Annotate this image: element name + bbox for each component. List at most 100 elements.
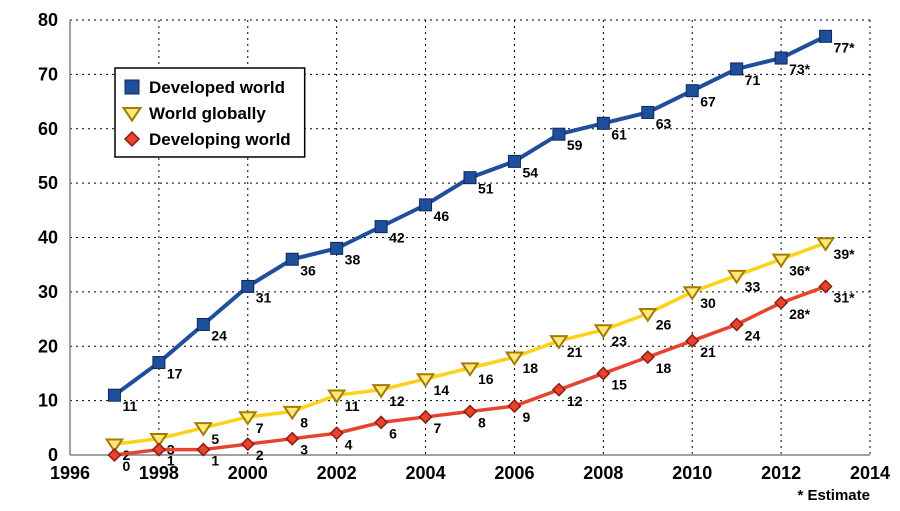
point-label-global: 23 xyxy=(611,333,627,349)
point-label-developing: 24 xyxy=(745,328,761,344)
chart-root: 0102030405060708019961998200020022004200… xyxy=(0,0,900,511)
point-label-developed: 42 xyxy=(389,230,405,246)
legend-label-global: World globally xyxy=(149,104,266,123)
point-label-global: 16 xyxy=(478,371,494,387)
point-label-developed: 63 xyxy=(656,115,672,131)
legend-label-developing: Developing world xyxy=(149,130,291,149)
marker-developing xyxy=(331,427,343,439)
marker-developed xyxy=(508,155,520,167)
point-label-developing: 9 xyxy=(522,409,530,425)
x-tick-label: 1996 xyxy=(50,463,90,483)
point-label-global: 36* xyxy=(789,262,811,278)
marker-developing xyxy=(508,400,520,412)
point-label-global: 11 xyxy=(345,398,360,414)
point-label-developing: 4 xyxy=(345,436,353,452)
marker-developed xyxy=(242,280,254,292)
point-label-developed: 46 xyxy=(434,208,450,224)
marker-developing xyxy=(775,297,787,309)
point-label-developing: 1 xyxy=(167,453,175,469)
y-tick-label: 30 xyxy=(38,282,58,302)
marker-developing xyxy=(286,433,298,445)
marker-developing xyxy=(642,351,654,363)
point-label-developed: 71 xyxy=(745,72,761,88)
marker-developing xyxy=(242,438,254,450)
point-label-developing: 0 xyxy=(122,458,130,474)
point-label-developed: 36 xyxy=(300,262,316,278)
point-label-developed: 51 xyxy=(478,181,494,197)
point-label-developing: 1 xyxy=(211,453,219,469)
marker-developed xyxy=(153,357,165,369)
point-label-global: 14 xyxy=(434,382,450,398)
point-label-developed: 11 xyxy=(122,398,137,414)
x-tick-label: 2012 xyxy=(761,463,801,483)
y-tick-label: 20 xyxy=(38,336,58,356)
point-label-developing: 7 xyxy=(434,420,442,436)
point-label-developed: 24 xyxy=(211,328,227,344)
marker-developed xyxy=(775,52,787,64)
marker-developed xyxy=(642,106,654,118)
marker-developing xyxy=(420,411,432,423)
marker-developing xyxy=(375,416,387,428)
marker-developing xyxy=(197,444,209,456)
marker-developed xyxy=(331,242,343,254)
y-tick-label: 10 xyxy=(38,391,58,411)
x-tick-label: 2006 xyxy=(494,463,534,483)
point-label-developed: 67 xyxy=(700,94,716,110)
point-label-global: 30 xyxy=(700,295,716,311)
point-label-developed: 17 xyxy=(167,366,183,382)
marker-developing xyxy=(597,367,609,379)
point-label-developing: 15 xyxy=(611,376,627,392)
point-label-global: 18 xyxy=(522,360,538,376)
y-tick-label: 70 xyxy=(38,64,58,84)
marker-developing xyxy=(153,444,165,456)
point-label-global: 5 xyxy=(211,431,219,447)
point-label-developed: 38 xyxy=(345,251,361,267)
marker-developed xyxy=(553,128,565,140)
x-tick-label: 2002 xyxy=(317,463,357,483)
x-tick-label: 2004 xyxy=(406,463,446,483)
point-label-global: 33 xyxy=(745,279,761,295)
x-tick-label: 2008 xyxy=(583,463,623,483)
y-tick-label: 60 xyxy=(38,119,58,139)
marker-developed xyxy=(731,63,743,75)
marker-developed xyxy=(197,319,209,331)
marker-developing xyxy=(464,406,476,418)
chart-svg: 0102030405060708019961998200020022004200… xyxy=(0,0,900,511)
point-label-developing: 6 xyxy=(389,425,397,441)
x-tick-label: 2014 xyxy=(850,463,890,483)
marker-developed xyxy=(420,199,432,211)
point-label-developed: 54 xyxy=(522,164,538,180)
point-label-global: 39* xyxy=(834,246,856,262)
marker-developing xyxy=(553,384,565,396)
marker-developed xyxy=(597,117,609,129)
point-label-developed: 31 xyxy=(256,289,272,305)
point-label-developed: 59 xyxy=(567,137,583,153)
point-label-developing: 12 xyxy=(567,393,583,409)
marker-developing xyxy=(820,280,832,292)
point-label-global: 8 xyxy=(300,415,308,431)
marker-developed xyxy=(375,221,387,233)
point-label-developing: 31* xyxy=(834,289,856,305)
point-label-global: 7 xyxy=(256,420,264,436)
point-label-developing: 28* xyxy=(789,306,811,322)
y-tick-label: 80 xyxy=(38,10,58,30)
x-tick-label: 2000 xyxy=(228,463,268,483)
marker-developed xyxy=(820,30,832,42)
marker-developed xyxy=(686,85,698,97)
y-tick-label: 50 xyxy=(38,173,58,193)
footnote: * Estimate xyxy=(797,487,870,504)
marker-developing xyxy=(731,319,743,331)
point-label-global: 12 xyxy=(389,393,405,409)
point-label-global: 26 xyxy=(656,317,672,333)
x-tick-label: 2010 xyxy=(672,463,712,483)
point-label-developed: 61 xyxy=(611,126,627,142)
y-tick-label: 40 xyxy=(38,228,58,248)
point-label-developed: 73* xyxy=(789,61,811,77)
legend-label-developed: Developed world xyxy=(149,78,285,97)
marker-developed xyxy=(108,389,120,401)
legend: Developed world World globally Developing … xyxy=(115,68,305,157)
point-label-developing: 2 xyxy=(256,447,264,463)
marker-developed xyxy=(286,253,298,265)
point-label-developing: 18 xyxy=(656,360,672,376)
point-label-developing: 8 xyxy=(478,415,486,431)
